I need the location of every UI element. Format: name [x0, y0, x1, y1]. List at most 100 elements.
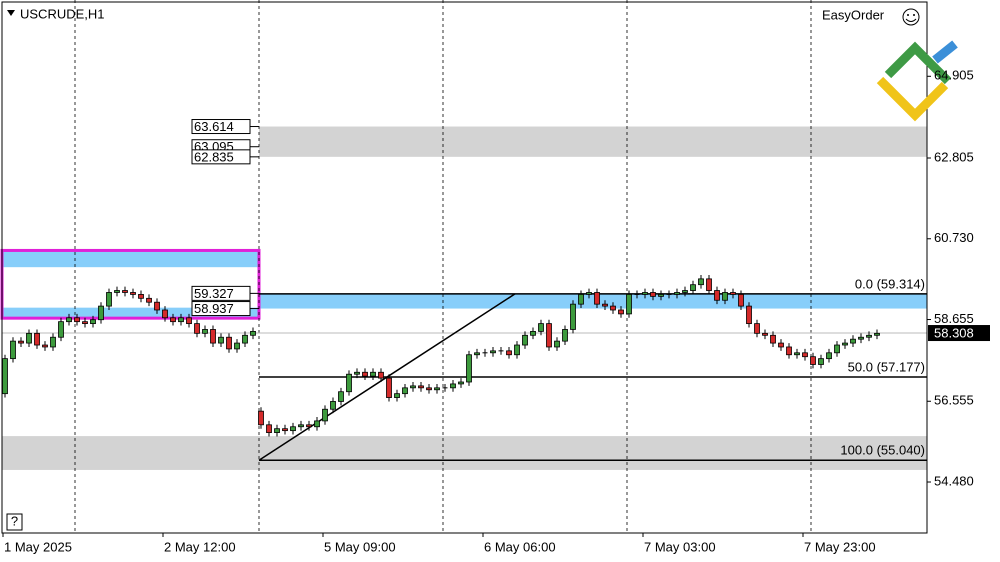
candle-body: [818, 358, 824, 365]
candle-body: [466, 354, 472, 383]
candle-body: [474, 352, 480, 356]
candle-body: [850, 338, 856, 344]
candle-body: [314, 420, 320, 428]
candle-body: [370, 371, 376, 377]
candle-body: [618, 309, 624, 315]
candle-body: [610, 305, 616, 311]
candle-body: [58, 321, 64, 338]
candle-body: [434, 387, 440, 391]
smile-icon[interactable]: [902, 8, 920, 26]
candle-body: [18, 340, 24, 344]
candle-body: [130, 292, 136, 295]
candle-body: [602, 303, 608, 307]
candle-body: [402, 387, 408, 395]
zone: [2, 250, 259, 268]
candle-body: [290, 426, 296, 432]
candle-body: [794, 352, 800, 356]
candle-body: [458, 381, 464, 385]
candle-body: [418, 385, 424, 389]
candle-body: [178, 317, 184, 323]
candle-body: [146, 297, 152, 303]
candle-body: [170, 317, 176, 323]
candle-body: [842, 342, 848, 346]
candle-body: [570, 303, 576, 330]
x-tick-label: 6 May 06:00: [484, 539, 556, 554]
candle-body: [330, 401, 336, 410]
candle-body: [378, 371, 384, 379]
candle-body: [282, 428, 288, 432]
panel-label[interactable]: EasyOrder: [822, 7, 885, 22]
candle-body: [522, 334, 528, 346]
candle-body: [490, 350, 496, 354]
candle-body: [514, 344, 520, 356]
candle-body: [450, 383, 456, 389]
x-tick-label: 1 May 2025: [4, 539, 72, 554]
candle-body: [778, 342, 784, 348]
candle-body: [786, 346, 792, 356]
candle-body: [98, 305, 104, 321]
candle-body: [722, 292, 728, 301]
candle-body: [426, 387, 432, 391]
candle-body: [546, 323, 552, 348]
candle-body: [690, 284, 696, 291]
candle-body: [218, 336, 224, 344]
candle-body: [202, 329, 208, 334]
candle-body: [730, 292, 736, 295]
candle-body: [642, 292, 648, 295]
price-label: 59.327: [194, 286, 234, 301]
candle-body: [26, 332, 32, 344]
y-tick-label: 64.905: [934, 68, 974, 83]
candle-body: [138, 294, 144, 299]
candle-body: [682, 290, 688, 293]
candle-body: [266, 424, 272, 433]
zone: [2, 307, 259, 319]
price-label: 63.614: [194, 119, 234, 134]
price-label-box: [191, 119, 251, 135]
fib-label: 50.0 (57.177): [848, 359, 925, 374]
candle-body: [346, 373, 352, 393]
candle-body: [394, 393, 400, 398]
candle-body: [234, 342, 240, 350]
help-button[interactable]: [6, 513, 23, 531]
x-tick-label: 2 May 12:00: [164, 539, 236, 554]
candle-body: [858, 336, 864, 340]
candle-body: [506, 350, 512, 356]
candle-body: [762, 332, 768, 336]
candle-body: [810, 356, 816, 365]
candle-body: [306, 424, 312, 428]
candle-body: [114, 290, 120, 293]
help-label[interactable]: ?: [11, 513, 18, 528]
candle-body: [754, 323, 760, 334]
candle-body: [386, 377, 392, 398]
candle-body: [122, 290, 128, 293]
candle-body: [874, 332, 880, 336]
y-tick-label: 60.730: [934, 230, 974, 245]
candle-body: [338, 391, 344, 402]
candle-body: [226, 336, 232, 350]
candle-body: [154, 301, 160, 311]
candle-body: [2, 358, 8, 395]
candle-body: [66, 317, 72, 323]
candle-body: [258, 410, 264, 426]
candle-body: [746, 305, 752, 325]
candle-body: [106, 292, 112, 307]
candle-body: [274, 428, 280, 433]
zone: [259, 293, 927, 309]
candle-body: [554, 340, 560, 348]
candle-body: [530, 330, 536, 336]
fib-label: 100.0 (55.040): [840, 443, 925, 458]
candle-body: [826, 352, 832, 360]
logo: [876, 40, 958, 122]
candle-body: [834, 344, 840, 354]
candle-body: [322, 408, 328, 422]
x-tick-label: 5 May 09:00: [324, 539, 396, 554]
candle-body: [194, 323, 200, 334]
chart-title: USCRUDE,H1: [20, 6, 105, 21]
candle-body: [674, 292, 680, 295]
symbol-menu-icon[interactable]: [7, 10, 15, 16]
candle-body: [74, 317, 80, 323]
x-tick-label: 7 May 03:00: [644, 539, 716, 554]
candle-body: [90, 319, 96, 325]
candle-body: [186, 317, 192, 325]
